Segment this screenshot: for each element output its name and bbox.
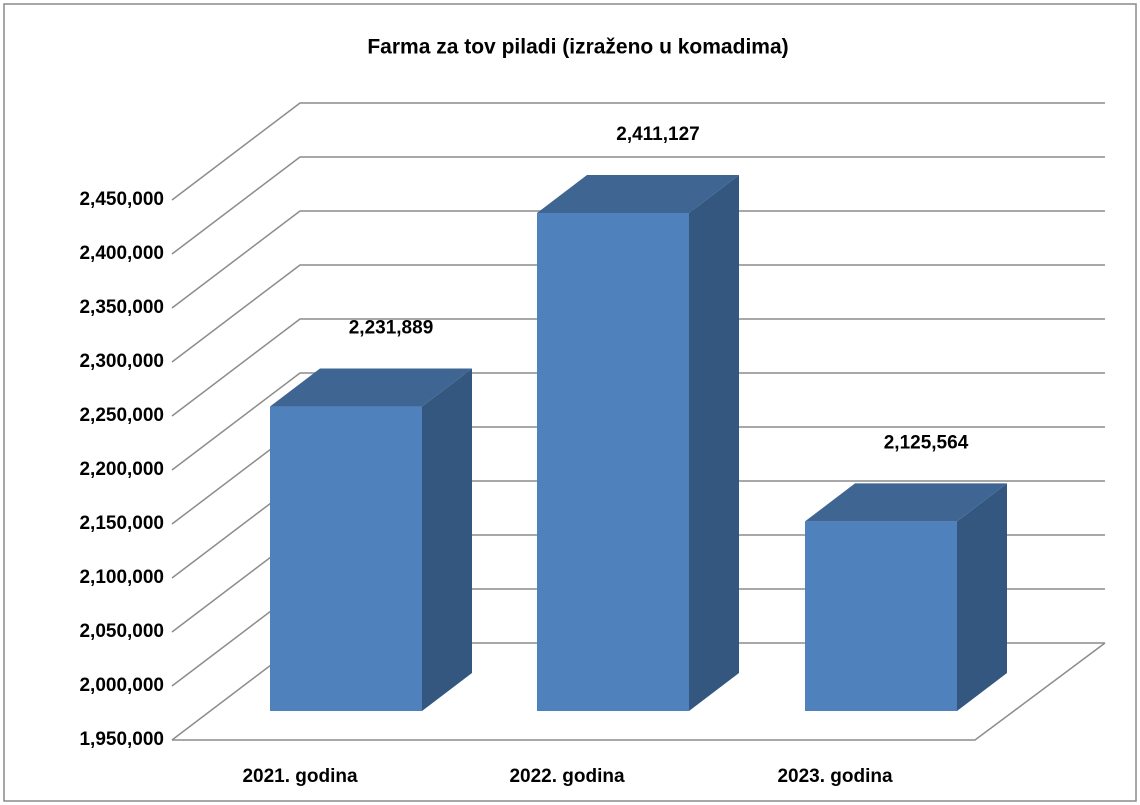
y-tick-label: 2,150,000	[79, 513, 164, 534]
y-tick-label: 2,000,000	[79, 675, 164, 696]
data-label: 2,125,564	[884, 432, 969, 453]
x-tick-label: 2021. godina	[242, 766, 358, 787]
grid-line	[171, 318, 1105, 417]
grid-line	[171, 156, 1105, 255]
y-tick-label: 2,450,000	[79, 189, 164, 210]
y-tick-label: 2,050,000	[79, 621, 164, 642]
y-tick-label: 1,950,000	[79, 729, 164, 750]
grid-line	[171, 264, 1105, 363]
x-tick-label: 2023. godina	[777, 766, 893, 787]
y-tick-label: 2,200,000	[79, 459, 164, 480]
y-tick-label: 2,350,000	[79, 297, 164, 318]
data-label: 2,231,889	[349, 318, 434, 339]
bar-side	[422, 368, 472, 711]
x-tick-label: 2022. godina	[509, 766, 625, 787]
y-tick-label: 2,250,000	[79, 405, 164, 426]
floor	[172, 642, 1106, 741]
bar-front	[537, 212, 689, 711]
data-label: 2,411,127	[616, 124, 699, 145]
chart-title: Farma za tov piladi (izraženo u komadima…	[367, 36, 788, 59]
grid-line	[171, 210, 1105, 309]
bar-top	[805, 483, 1007, 522]
grid-line	[171, 372, 1105, 471]
y-tick-label: 2,300,000	[79, 351, 164, 372]
bar-top	[537, 174, 739, 213]
bar-front	[270, 406, 422, 711]
grid-line	[171, 102, 1105, 201]
y-tick-label: 2,400,000	[79, 243, 164, 264]
bar-side	[689, 174, 739, 711]
bar-side	[957, 483, 1007, 711]
y-tick-label: 2,100,000	[79, 567, 164, 588]
bar-top	[270, 368, 472, 407]
bar-front	[805, 521, 957, 711]
